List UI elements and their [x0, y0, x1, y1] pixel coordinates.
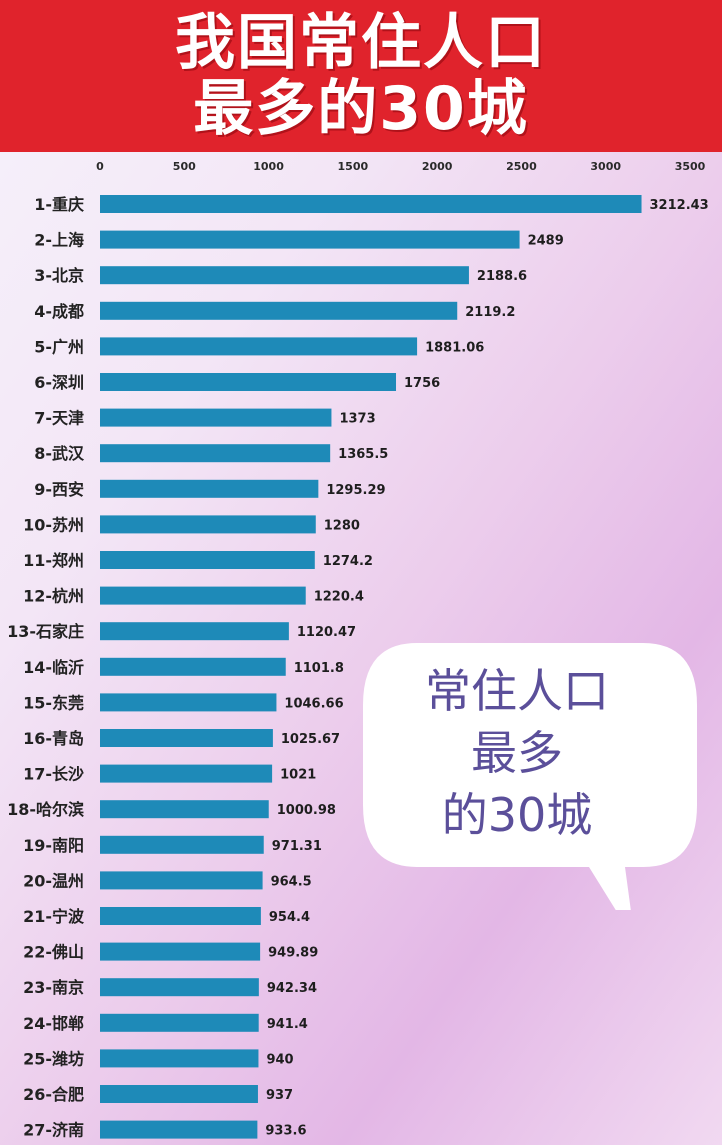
value-label: 1025.67 [281, 732, 340, 747]
x-tick-label: 500 [173, 160, 196, 173]
category-label: 12-杭州 [23, 587, 84, 606]
bar [100, 657, 286, 676]
category-label: 24-邯郸 [23, 1014, 84, 1033]
bar [100, 871, 263, 890]
category-label: 8-武汉 [34, 444, 85, 463]
value-label: 1120.47 [297, 625, 356, 640]
value-label: 1373 [339, 412, 375, 427]
category-label: 27-济南 [23, 1121, 84, 1140]
category-label: 15-东莞 [23, 693, 84, 712]
value-label: 2188.6 [477, 269, 527, 284]
x-tick-label: 3500 [675, 160, 706, 173]
bar [100, 1049, 259, 1068]
x-tick-label: 2000 [422, 160, 453, 173]
bar [100, 266, 469, 285]
bar [100, 301, 458, 320]
category-label: 1-重庆 [34, 195, 84, 214]
value-label: 1881.06 [425, 340, 484, 355]
category-label: 16-青岛 [23, 729, 84, 748]
value-label: 949.89 [268, 946, 318, 961]
bar [100, 1120, 258, 1139]
bar [100, 230, 520, 249]
category-label: 10-苏州 [23, 515, 84, 534]
value-label: 3212.43 [650, 198, 709, 213]
value-label: 1220.4 [314, 590, 364, 605]
value-label: 1101.8 [294, 661, 344, 676]
category-label: 11-郑州 [23, 551, 84, 570]
bar [100, 373, 397, 391]
title-line-2: 最多的30城 [193, 74, 529, 144]
value-label: 933.6 [265, 1124, 306, 1139]
category-label: 13-石家庄 [7, 622, 84, 641]
category-label: 25-潍坊 [23, 1049, 84, 1068]
x-tick-label: 3000 [590, 160, 621, 173]
bar [100, 907, 261, 925]
bar [100, 479, 319, 498]
title-banner: 我国常住人口 最多的30城 [0, 0, 722, 152]
bar [100, 195, 642, 213]
category-label: 2-上海 [34, 231, 84, 250]
value-label: 954.4 [269, 910, 310, 925]
x-tick-label: 1500 [338, 160, 369, 173]
value-label: 1756 [404, 376, 440, 391]
category-label: 9-西安 [34, 480, 84, 499]
value-label: 2119.2 [465, 305, 515, 320]
bar [100, 1085, 258, 1103]
x-tick-label: 2500 [506, 160, 537, 173]
bar [100, 800, 269, 819]
category-label: 21-宁波 [23, 907, 85, 926]
bubble-line-2: 最多 [471, 726, 563, 780]
category-label: 26-合肥 [23, 1085, 84, 1104]
bar [100, 337, 418, 356]
value-label: 964.5 [271, 874, 312, 889]
value-label: 1000.98 [277, 803, 336, 818]
category-label: 7-天津 [34, 409, 84, 428]
bubble-text: 常住人口 最多 的30城 [357, 660, 677, 846]
category-label: 19-南阳 [23, 836, 84, 855]
bubble-line-1: 常住人口 [425, 664, 609, 718]
category-label: 22-佛山 [23, 943, 84, 962]
value-label: 1046.66 [284, 696, 343, 711]
category-label: 23-南京 [23, 978, 84, 997]
category-label: 6-深圳 [34, 373, 84, 392]
category-label: 3-北京 [34, 266, 84, 285]
title-line-1: 我国常住人口 [175, 8, 547, 78]
value-label: 942.34 [267, 981, 317, 996]
bar [100, 764, 273, 783]
category-label: 5-广州 [34, 337, 84, 356]
bar [100, 444, 331, 463]
value-label: 1280 [324, 518, 360, 533]
bar [100, 1013, 259, 1032]
value-label: 1021 [280, 768, 316, 783]
value-label: 940 [266, 1052, 293, 1067]
bar [100, 942, 261, 961]
value-label: 937 [266, 1088, 293, 1103]
bar [100, 515, 316, 534]
bar [100, 622, 289, 641]
category-label: 20-温州 [23, 871, 84, 890]
bubble-line-3: 的30城 [441, 788, 593, 842]
value-label: 1295.29 [326, 483, 385, 498]
speech-bubble [363, 643, 697, 910]
value-label: 2489 [528, 234, 564, 249]
bar [100, 408, 332, 427]
category-label: 4-成都 [34, 302, 84, 321]
x-tick-label: 0 [96, 160, 104, 173]
bar [100, 693, 277, 712]
value-label: 971.31 [272, 839, 322, 854]
category-label: 17-长沙 [23, 765, 84, 784]
value-label: 1274.2 [323, 554, 373, 569]
bar [100, 835, 264, 854]
x-tick-label: 1000 [253, 160, 284, 173]
category-label: 18-哈尔滨 [7, 800, 84, 819]
value-label: 1365.5 [338, 447, 388, 462]
bar [100, 551, 315, 569]
bar-chart: 0 500 1000 1500 2000 2500 3000 3500 1-重庆 3212.43 2… [7, 160, 709, 1140]
bar [100, 586, 306, 605]
bar [100, 978, 259, 997]
value-label: 941.4 [267, 1017, 308, 1032]
category-label: 14-临沂 [23, 658, 84, 677]
bar [100, 729, 273, 747]
